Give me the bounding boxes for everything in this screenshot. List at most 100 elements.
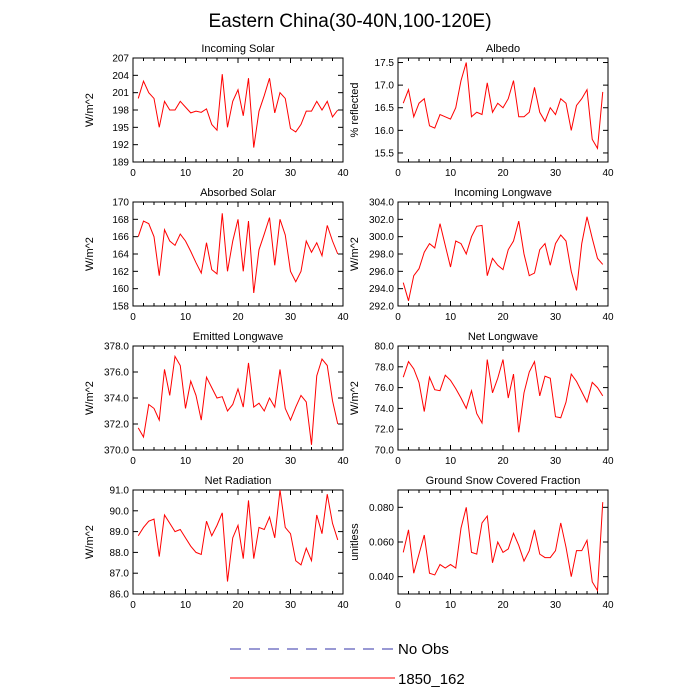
plot-frame — [132, 489, 344, 595]
y-axis-label: unitless — [349, 523, 361, 561]
y-tick-label: 370.0 — [104, 446, 129, 457]
y-tick-label: 294.0 — [369, 284, 394, 295]
y-axis-label: W/m^2 — [349, 381, 361, 415]
x-tick-label: 0 — [395, 168, 401, 179]
y-tick-label: 158 — [112, 302, 129, 313]
legend: No Obs 1850_162 — [230, 641, 465, 688]
x-tick-label: 0 — [130, 168, 136, 179]
x-tick-label: 40 — [602, 456, 614, 467]
y-axis-label: % reflected — [349, 82, 361, 137]
x-tick-label: 10 — [180, 600, 192, 611]
y-tick-label: 378.0 — [104, 342, 129, 353]
panel-title: Ground Snow Covered Fraction — [426, 475, 581, 487]
y-tick-label: 170 — [112, 198, 129, 209]
x-tick-label: 10 — [180, 456, 192, 467]
x-tick-label: 30 — [285, 600, 297, 611]
x-tick-label: 30 — [285, 168, 297, 179]
y-tick-label: 72.0 — [375, 425, 395, 436]
series-line-1850-162 — [137, 489, 339, 582]
series-line-1850-162 — [402, 216, 604, 301]
y-tick-label: 86.0 — [110, 590, 130, 601]
x-tick-label: 30 — [550, 312, 562, 323]
x-tick-label: 20 — [232, 312, 244, 323]
panel-title: Incoming Longwave — [454, 187, 552, 199]
y-tick-label: 87.0 — [110, 569, 130, 580]
y-tick-label: 76.0 — [375, 383, 395, 394]
x-tick-label: 40 — [337, 312, 349, 323]
x-tick-label: 0 — [395, 312, 401, 323]
y-tick-label: 17.0 — [375, 81, 395, 92]
panel-title: Net Radiation — [205, 475, 272, 487]
series-line-1850-162 — [137, 213, 339, 294]
series-line-1850-162 — [402, 502, 604, 593]
panel-net-radiation: Net Radiation W/m^2 0 10 20 30 40 86.0 87.0 88.0 8… — [84, 475, 349, 611]
x-tick-label: 20 — [497, 600, 509, 611]
y-tick-label: 162 — [112, 267, 129, 278]
x-tick-label: 40 — [337, 168, 349, 179]
x-tick-label: 20 — [497, 456, 509, 467]
y-tick-label: 166 — [112, 232, 129, 243]
plot-frame — [132, 201, 344, 307]
y-tick-label: 300.0 — [369, 232, 394, 243]
legend-label-1850-162: 1850_162 — [398, 671, 465, 688]
y-tick-label: 374.0 — [104, 394, 129, 405]
y-tick-label: 304.0 — [369, 198, 394, 209]
panel-incoming-longwave: Incoming Longwave W/m^2 0 10 20 30 40 292.0 294.… — [349, 187, 614, 323]
x-tick-label: 20 — [497, 168, 509, 179]
x-tick-label: 0 — [130, 600, 136, 611]
y-tick-label: 88.0 — [110, 548, 130, 559]
plot-frame — [397, 57, 609, 163]
x-tick-label: 40 — [337, 600, 349, 611]
series-line-1850-162 — [402, 62, 604, 151]
panel-title: Albedo — [486, 43, 520, 55]
x-tick-label: 20 — [497, 312, 509, 323]
x-tick-label: 20 — [232, 600, 244, 611]
y-tick-label: 0.060 — [369, 538, 394, 549]
panel-emitted-longwave: Emitted Longwave W/m^2 0 10 20 30 40 370.0 372.0… — [84, 331, 349, 467]
y-tick-label: 204 — [112, 71, 129, 82]
panel-title: Absorbed Solar — [200, 187, 276, 199]
legend-label-no-obs: No Obs — [398, 641, 449, 658]
y-tick-label: 16.0 — [375, 126, 395, 137]
y-tick-label: 89.0 — [110, 527, 130, 538]
panel-ground-snow-covered-fraction: Ground Snow Covered Fraction unitless 0 10 2… — [349, 475, 614, 611]
x-tick-label: 40 — [602, 600, 614, 611]
x-tick-label: 40 — [602, 168, 614, 179]
panel-title: Net Longwave — [468, 331, 538, 343]
y-tick-label: 302.0 — [369, 215, 394, 226]
y-tick-label: 160 — [112, 284, 129, 295]
y-axis-label: W/m^2 — [84, 381, 96, 415]
x-tick-label: 30 — [285, 456, 297, 467]
x-tick-label: 30 — [550, 456, 562, 467]
y-tick-label: 74.0 — [375, 404, 395, 415]
panel-albedo: Albedo % reflected 0 10 20 30 40 15.5 16.0 16.5 17… — [349, 43, 614, 179]
y-tick-label: 15.5 — [375, 148, 395, 159]
y-tick-label: 0.080 — [369, 503, 394, 514]
y-tick-label: 296.0 — [369, 267, 394, 278]
y-axis-label: W/m^2 — [84, 237, 96, 271]
x-tick-label: 10 — [445, 168, 457, 179]
x-tick-label: 20 — [232, 168, 244, 179]
y-tick-label: 70.0 — [375, 446, 395, 457]
y-tick-label: 78.0 — [375, 362, 395, 373]
y-tick-label: 189 — [112, 158, 129, 169]
y-axis-label: W/m^2 — [84, 525, 96, 559]
panel-title: Incoming Solar — [201, 43, 275, 55]
y-tick-label: 80.0 — [375, 342, 395, 353]
y-tick-label: 195 — [112, 123, 129, 134]
plot-frame — [397, 489, 609, 595]
y-tick-label: 298.0 — [369, 250, 394, 261]
y-tick-label: 207 — [112, 54, 129, 65]
figure-title: Eastern China(30-40N,100-120E) — [208, 11, 491, 32]
y-axis-label: W/m^2 — [349, 237, 361, 271]
x-tick-label: 0 — [130, 312, 136, 323]
x-tick-label: 30 — [550, 600, 562, 611]
x-tick-label: 40 — [602, 312, 614, 323]
x-tick-label: 10 — [445, 456, 457, 467]
y-axis-label: W/m^2 — [84, 93, 96, 127]
x-tick-label: 0 — [395, 456, 401, 467]
x-tick-label: 30 — [285, 312, 297, 323]
panel-absorbed-solar: Absorbed Solar W/m^2 0 10 20 30 40 158 160 162 164… — [84, 187, 349, 323]
y-tick-label: 376.0 — [104, 368, 129, 379]
series-line-1850-162 — [402, 359, 604, 433]
